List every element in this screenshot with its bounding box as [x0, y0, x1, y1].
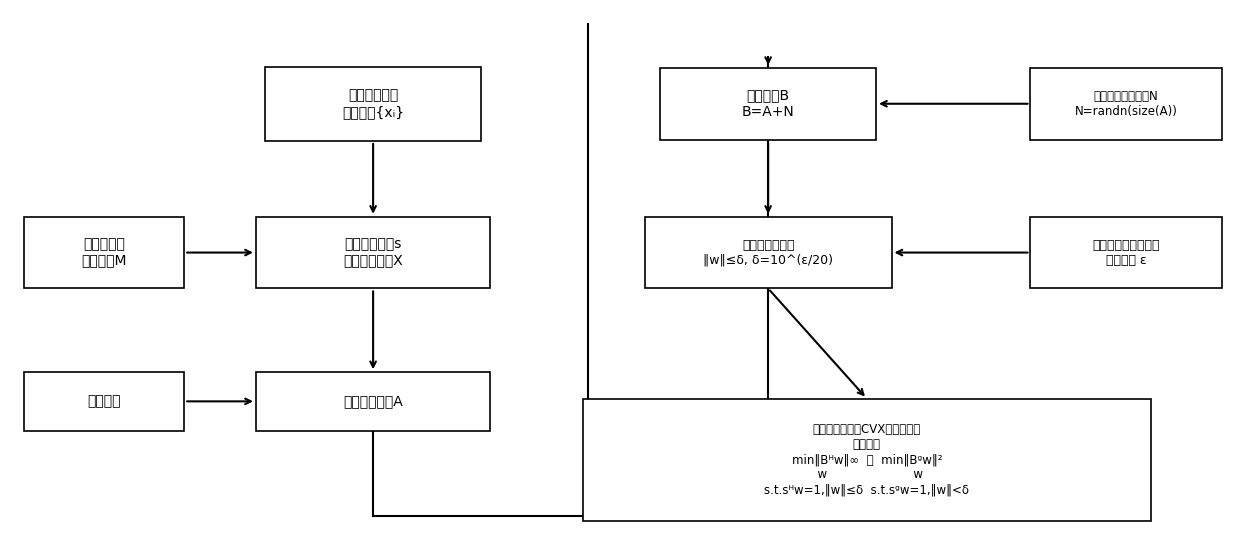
FancyBboxPatch shape	[265, 67, 481, 141]
Text: 信号矩阵B
B=A+N: 信号矩阵B B=A+N	[742, 89, 795, 119]
FancyBboxPatch shape	[24, 217, 185, 288]
FancyBboxPatch shape	[255, 372, 490, 431]
FancyBboxPatch shape	[24, 372, 185, 431]
FancyBboxPatch shape	[583, 398, 1151, 521]
Text: 确定信号矩阵A: 确定信号矩阵A	[343, 394, 403, 408]
Text: 产生噪声随机矩阵N
N=randn(size(A)): 产生噪声随机矩阵N N=randn(size(A))	[1075, 90, 1178, 118]
Text: 主瓣宽度: 主瓣宽度	[87, 394, 120, 408]
FancyBboxPatch shape	[645, 217, 892, 288]
Text: 归一化的雷达
发射信号{xᵢ}: 归一化的雷达 发射信号{xᵢ}	[342, 89, 404, 119]
Text: 脉冲压缩滤
波器长度M: 脉冲压缩滤 波器长度M	[82, 237, 126, 267]
FancyBboxPatch shape	[1030, 68, 1221, 140]
FancyBboxPatch shape	[660, 68, 877, 140]
FancyBboxPatch shape	[255, 217, 490, 288]
Text: 根据允许的最大增益
处理损失 ε: 根据允许的最大增益 处理损失 ε	[1092, 238, 1159, 266]
Text: 确定信号序列s
构造信号矩阵X: 确定信号序列s 构造信号矩阵X	[343, 237, 403, 267]
Text: 构造约束不等式
‖w‖≤δ, δ=10^(ε/20): 构造约束不等式 ‖w‖≤δ, δ=10^(ε/20)	[703, 238, 833, 266]
FancyBboxPatch shape	[1030, 217, 1221, 288]
Text: 采用凸优化工具CVX求解滤波器
优化方程
min‖Bᴴw‖∞  或  min‖Bᵍw‖²
  w                       w
s.t.sᴴw: 采用凸优化工具CVX求解滤波器 优化方程 min‖Bᴴw‖∞ 或 min‖Bᵍw…	[764, 423, 970, 496]
